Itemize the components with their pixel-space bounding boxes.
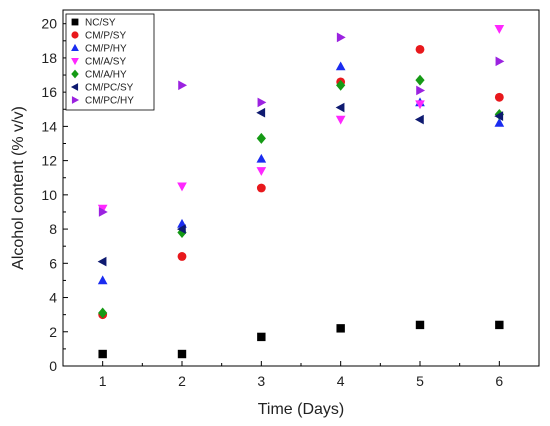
legend-marker <box>71 57 79 66</box>
legend-marker <box>71 43 79 52</box>
legend-marker <box>71 69 79 79</box>
legend-label: CM/PC/HY <box>85 96 134 107</box>
data-point <box>97 256 107 267</box>
x-tick-label: 1 <box>99 373 107 389</box>
data-point <box>335 61 346 71</box>
legend-marker <box>71 96 80 104</box>
data-points <box>97 25 505 359</box>
data-point <box>416 85 426 96</box>
y-tick-label: 10 <box>41 187 57 203</box>
x-axis-title: Time (Days) <box>258 401 345 418</box>
legend-marker <box>71 18 79 26</box>
y-tick-label: 4 <box>49 290 57 306</box>
y-tick-label: 8 <box>49 221 57 237</box>
data-point <box>257 97 267 108</box>
x-axis: 1 2 3 4 5 6 <box>99 361 503 389</box>
y-tick-label: 2 <box>49 324 57 340</box>
data-point <box>256 132 266 144</box>
data-point <box>494 92 504 102</box>
data-point <box>256 107 266 118</box>
legend-box <box>65 13 155 111</box>
x-tick-label: 2 <box>178 373 186 389</box>
data-point <box>256 167 267 176</box>
y-tick-label: 12 <box>41 153 57 169</box>
data-point <box>415 74 425 86</box>
legend-label: CM/P/SY <box>85 31 126 42</box>
data-point <box>256 153 267 163</box>
x-tick-label: 3 <box>257 373 265 389</box>
y-tick-label: 0 <box>49 358 57 374</box>
data-point <box>256 183 266 193</box>
data-point <box>98 207 108 217</box>
y-axis-title: Alcohol content (% v/v) <box>10 106 27 270</box>
legend: NC/SY CM/P/SY CM/P/HY CM/A/SY CM/A/HY CM/PC/S… <box>65 13 155 111</box>
data-point <box>415 320 425 330</box>
data-point <box>494 25 505 34</box>
data-point <box>414 114 424 125</box>
data-point <box>177 349 187 359</box>
legend-marker <box>70 83 79 91</box>
data-point <box>336 79 346 91</box>
x-tick-label: 6 <box>495 373 503 389</box>
data-point <box>98 307 108 319</box>
data-point <box>495 320 504 330</box>
y-axis: 0 2 4 6 8 10 12 14 16 18 20 <box>41 16 68 374</box>
data-point <box>494 111 504 121</box>
y-tick-label: 6 <box>49 255 57 271</box>
legend-label: CM/A/HY <box>85 70 127 81</box>
legend-label: CM/A/SY <box>85 57 126 68</box>
data-point <box>336 32 346 43</box>
data-point <box>177 252 187 261</box>
data-point <box>495 56 505 67</box>
legend-label: NC/SY <box>85 18 116 29</box>
legend-label: CM/PC/SY <box>85 83 134 94</box>
data-point <box>176 224 186 234</box>
data-point <box>335 102 345 113</box>
data-point <box>415 44 425 54</box>
legend-label: CM/P/HY <box>85 44 127 55</box>
data-point <box>97 204 108 214</box>
data-point <box>336 324 345 333</box>
x-tick-label: 5 <box>416 373 424 389</box>
y-tick-label: 20 <box>41 16 57 32</box>
data-point <box>494 117 505 127</box>
y-tick-label: 16 <box>41 84 57 100</box>
data-point <box>178 80 188 91</box>
data-point <box>98 349 107 359</box>
data-point <box>97 275 108 285</box>
data-point <box>257 332 266 342</box>
legend-marker <box>71 31 79 39</box>
y-tick-label: 18 <box>41 50 57 66</box>
x-tick-label: 4 <box>337 373 345 389</box>
data-point <box>415 100 425 110</box>
y-tick-label: 14 <box>41 118 57 134</box>
data-point <box>177 227 187 238</box>
data-point <box>177 182 187 192</box>
data-point <box>335 115 346 125</box>
